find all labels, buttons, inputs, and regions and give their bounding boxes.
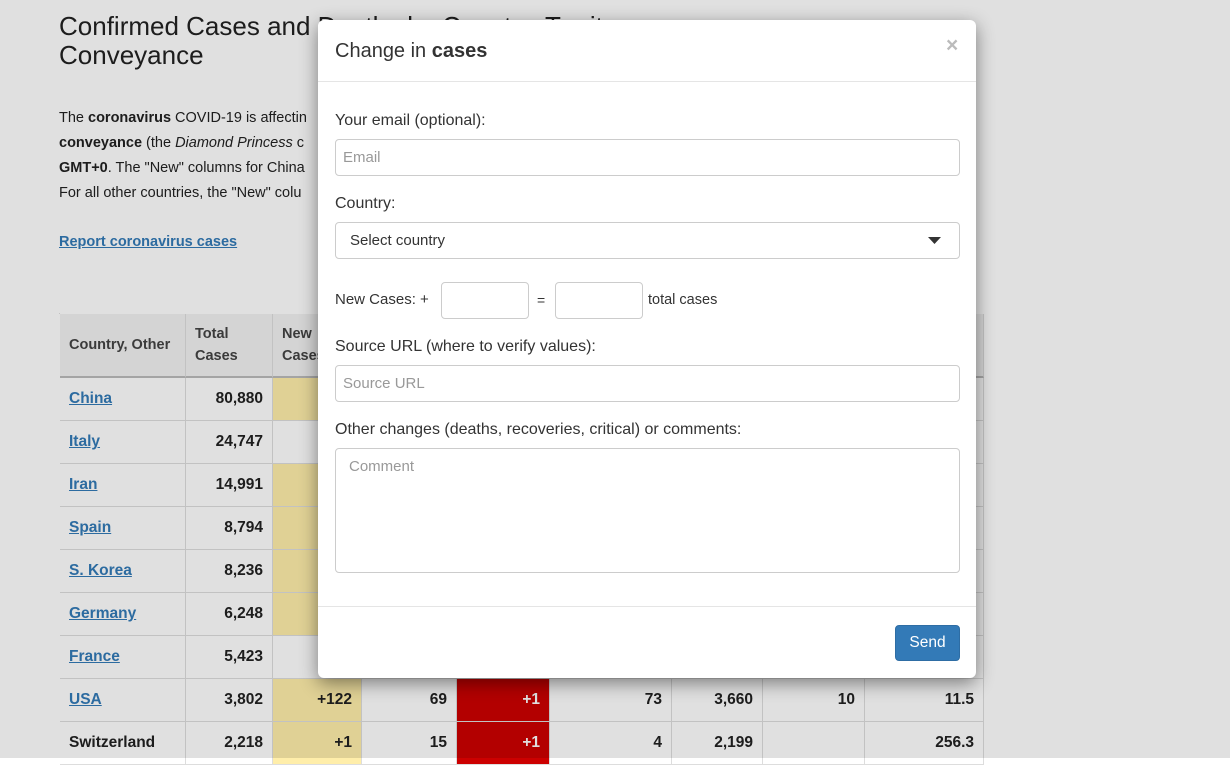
intro-segment: The — [59, 110, 89, 126]
table-cell: 3,660 — [672, 679, 763, 722]
intro-text: The coronavirus COVID-19 is affectin conv… — [59, 106, 307, 206]
intro-segment: (the — [142, 135, 176, 151]
intro-segment: For all other countries, the "New" colu — [59, 185, 302, 201]
table-cell: 8,794 — [186, 507, 273, 550]
source-label: Source URL (where to verify values): — [335, 338, 596, 355]
country-link[interactable]: China — [69, 390, 113, 407]
table-cell: 3,802 — [186, 679, 273, 722]
comment-textarea[interactable]: Comment — [335, 448, 960, 573]
intro-line: GMT+0. The "New" columns for China — [59, 156, 307, 181]
intro-segment: . The "New" columns for China — [107, 160, 305, 176]
intro-segment: COVID-19 is affectin — [171, 110, 307, 126]
email-input[interactable]: Email — [335, 139, 960, 176]
table-cell: 69 — [362, 679, 457, 722]
country-cell: USA — [60, 679, 186, 722]
divider — [318, 606, 976, 607]
new-cases-label: New Cases: + — [335, 291, 429, 308]
new-cases-input[interactable] — [441, 282, 529, 319]
country-link[interactable]: S. Korea — [69, 562, 132, 579]
column-header[interactable]: Total Cases — [186, 314, 273, 378]
modal: Change in cases × Your email (optional):… — [318, 20, 976, 678]
country-link[interactable]: Spain — [69, 519, 112, 536]
intro-segment: c — [292, 135, 305, 151]
country-cell: Germany — [60, 593, 186, 636]
country-cell: China — [60, 378, 186, 421]
country-cell: Spain — [60, 507, 186, 550]
intro-segment: Diamond Princess — [175, 135, 293, 151]
intro-line: The coronavirus COVID-19 is affectin — [59, 106, 307, 131]
title-bold: cases — [431, 40, 488, 62]
comments-label: Other changes (deaths, recoveries, criti… — [335, 421, 742, 438]
country-select[interactable]: Select country — [335, 222, 960, 259]
table-cell: 10 — [763, 679, 865, 722]
table-cell: 24,747 — [186, 421, 273, 464]
country-link[interactable]: Germany — [69, 605, 137, 622]
country-cell: France — [60, 636, 186, 679]
country-cell: Italy — [60, 421, 186, 464]
table-cell: 8,236 — [186, 550, 273, 593]
column-header[interactable]: Country, Other — [60, 314, 186, 378]
intro-segment: conveyance — [59, 135, 143, 151]
country-label: Country: — [335, 195, 396, 212]
table-cell — [865, 636, 984, 679]
table-cell: 11.5 — [865, 679, 984, 722]
country-link[interactable]: USA — [69, 691, 102, 708]
close-button[interactable]: × — [946, 34, 959, 57]
intro-line: conveyance (the Diamond Princess c — [59, 131, 307, 156]
modal-title: Change in cases — [335, 40, 487, 63]
country-cell: Iran — [60, 464, 186, 507]
country-link[interactable]: France — [69, 648, 120, 665]
country-cell: S. Korea — [60, 550, 186, 593]
country-placeholder: Select country — [350, 232, 446, 249]
source-input[interactable]: Source URL — [335, 365, 960, 402]
send-button[interactable]: Send — [895, 625, 960, 661]
email-label: Your email (optional): — [335, 112, 486, 129]
table-cell: +1 — [457, 679, 550, 722]
title-prefix: Change in — [335, 40, 432, 62]
table-cell: 5,423 — [186, 636, 273, 679]
country-link[interactable]: Iran — [69, 476, 98, 493]
divider — [318, 81, 976, 82]
report-link[interactable]: Report coronavirus cases — [59, 234, 238, 250]
equals-sign: = — [537, 292, 546, 308]
dropdown-arrow — [928, 237, 941, 244]
total-cases-input[interactable] — [555, 282, 643, 319]
total-cases-label: total cases — [648, 292, 718, 308]
table-cell: +122 — [273, 679, 362, 722]
table-cell: 73 — [550, 679, 672, 722]
table-cell: 6,248 — [186, 593, 273, 636]
intro-segment: GMT+0 — [59, 160, 108, 176]
table-cell: 14,991 — [186, 464, 273, 507]
intro-segment: coronavirus — [88, 110, 172, 126]
country-link[interactable]: Italy — [69, 433, 101, 450]
table-cell: 80,880 — [186, 378, 273, 421]
intro-line: For all other countries, the "New" colu — [59, 181, 307, 206]
